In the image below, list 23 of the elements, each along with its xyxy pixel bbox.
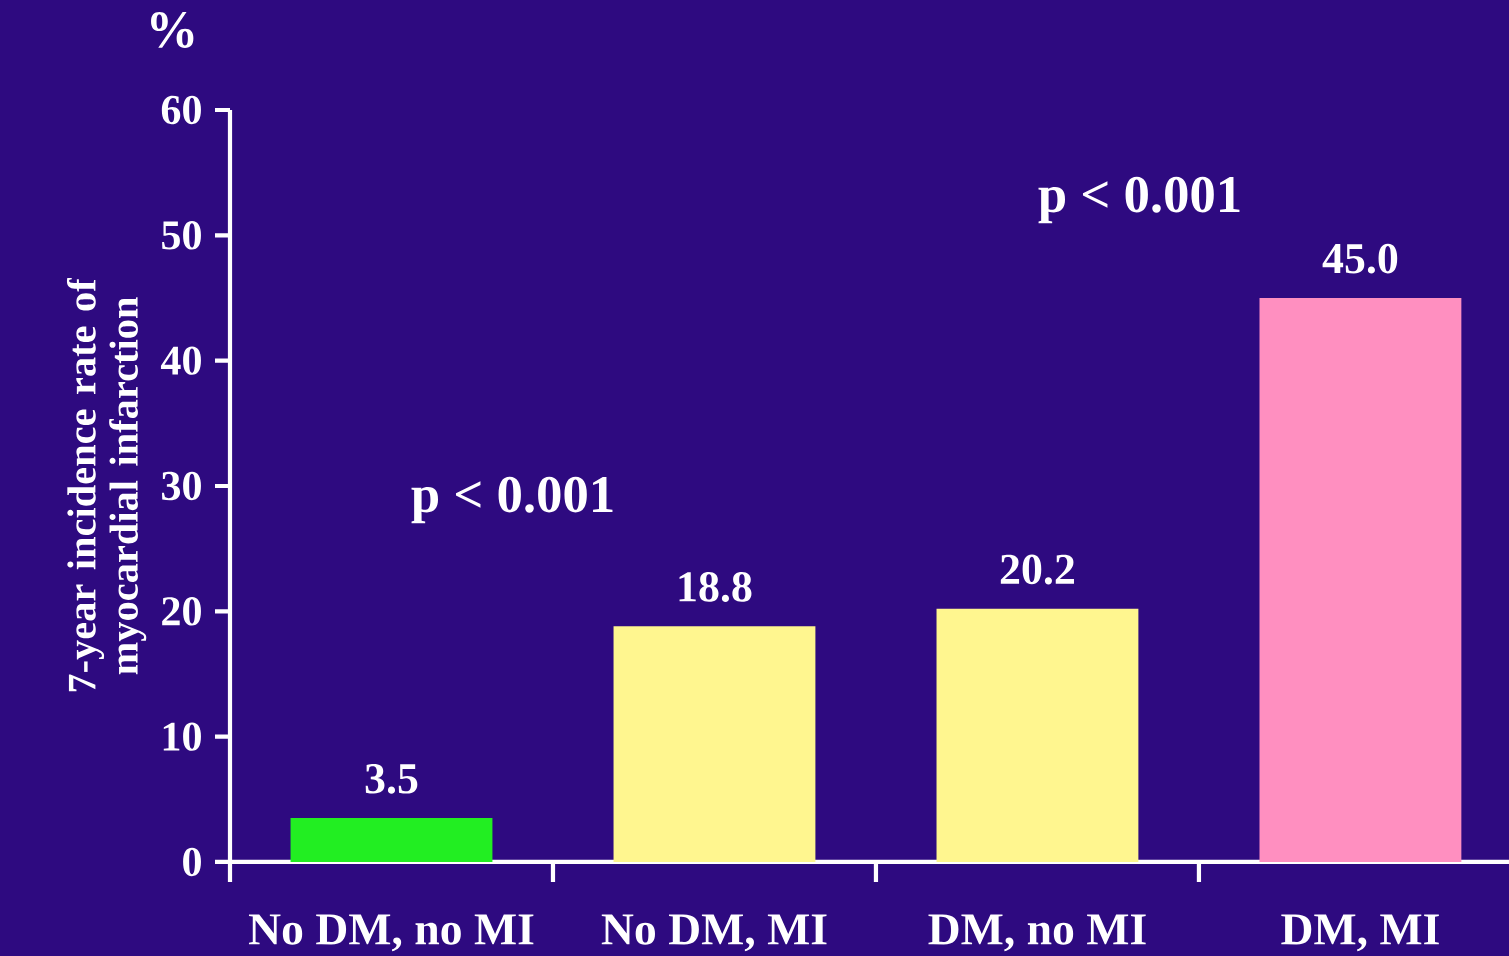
data-label: 45.0 — [1322, 243, 1398, 274]
x-tick-label: No DM, MI — [601, 914, 827, 952]
y-tick-label: 10 — [163, 722, 201, 751]
y-tick-label: 0 — [183, 847, 201, 877]
bar — [1259, 298, 1462, 862]
text: % — [151, 12, 194, 48]
annotation: p < 0.001 — [1038, 176, 1240, 224]
x-tick-label: DM, no MI — [928, 914, 1146, 952]
y-tick-label: 60 — [161, 95, 201, 125]
y-tick-label: 30 — [162, 471, 201, 501]
data-label: 20.2 — [1000, 554, 1074, 585]
bar — [936, 608, 1139, 862]
y-tick-label: 50 — [162, 221, 201, 250]
x-tick-label: DM, MI — [1281, 914, 1439, 952]
bar — [290, 818, 493, 862]
annotation: p < 0.001 — [411, 476, 613, 524]
y-tick-label: 40 — [160, 346, 201, 375]
data-label: 3.5 — [365, 763, 418, 794]
y-axis-title: 7-year incidence rate of myocardial infarction — [66, 277, 147, 692]
x-tick-label: No DM, no MI — [248, 914, 534, 952]
y-tick-label: 20 — [162, 597, 201, 626]
bar — [613, 626, 816, 862]
data-label: 18.8 — [679, 572, 752, 602]
